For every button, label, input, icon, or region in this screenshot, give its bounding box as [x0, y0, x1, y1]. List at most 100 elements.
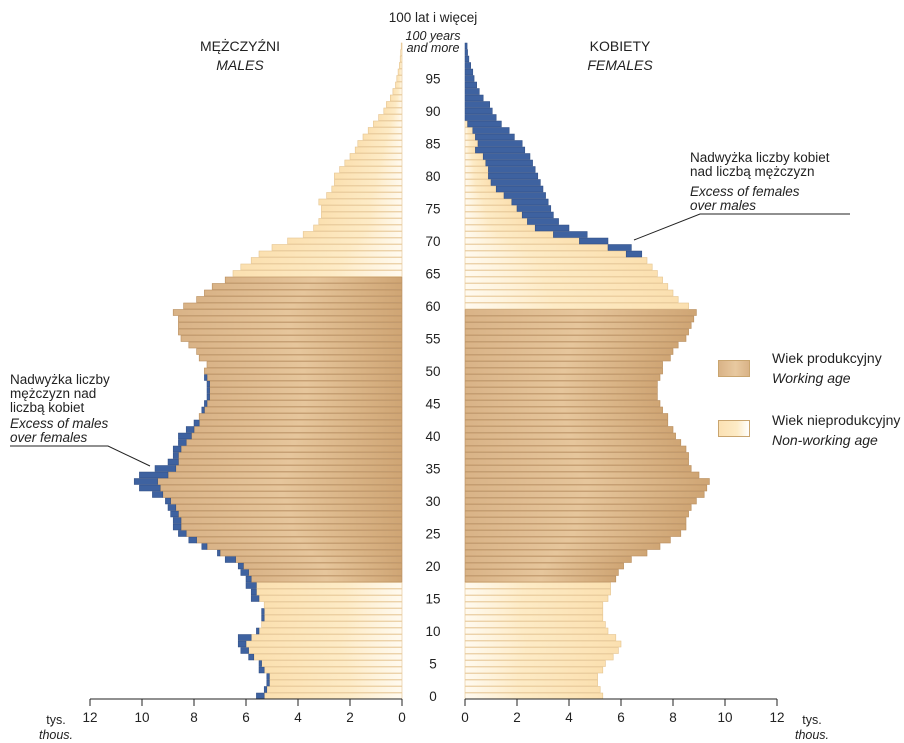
- female-bar: [464, 647, 619, 654]
- age-tick-label: 35: [425, 462, 440, 477]
- female-bar: [464, 348, 674, 355]
- female-bar: [464, 660, 606, 667]
- male-excess-bar: [237, 634, 252, 641]
- female-bar: [464, 172, 489, 180]
- male-bar: [344, 159, 403, 167]
- female-bar: [464, 296, 679, 303]
- female-bar: [464, 439, 682, 446]
- male-excess-bar: [206, 393, 210, 401]
- age-tick-label: 45: [425, 397, 440, 412]
- male-excess-bar: [172, 452, 179, 459]
- male-bar: [263, 601, 403, 609]
- x-tick-label: 2: [513, 710, 521, 725]
- male-excess-bar: [193, 419, 200, 427]
- female-bar: [464, 393, 658, 401]
- male-bar: [188, 341, 403, 349]
- male-bar: [331, 185, 403, 193]
- female-bar: [464, 575, 617, 583]
- male-bar: [198, 413, 403, 420]
- male-bar: [271, 244, 403, 251]
- male-excess-bar: [258, 660, 262, 667]
- female-excess-bar: [607, 244, 632, 251]
- x-tick-label: 4: [294, 710, 302, 725]
- male-bar: [245, 640, 403, 648]
- male-excess-bar: [248, 653, 255, 661]
- age-tick-label: 40: [425, 429, 440, 444]
- male-excess-bar: [263, 686, 268, 693]
- female-bar: [464, 185, 497, 193]
- female-bar: [464, 478, 710, 485]
- female-bar: [464, 406, 663, 414]
- male-bar: [261, 660, 403, 667]
- female-bar: [464, 205, 518, 212]
- male-excess-bar: [261, 608, 265, 615]
- female-bar: [464, 120, 468, 128]
- male-bar: [261, 621, 403, 628]
- male-bar: [399, 55, 403, 63]
- left-x-ticks: 12 10 8 6 4 2 0: [82, 699, 406, 725]
- male-bar: [232, 270, 403, 277]
- male-excess-bar: [185, 426, 195, 433]
- top-age-label: 100 lat i więcej: [389, 10, 478, 25]
- male-bar: [256, 588, 403, 596]
- excess-females-line-2: nad liczbą mężczyzn: [690, 164, 815, 179]
- top-age-label-en-1: 100 years: [406, 29, 461, 43]
- male-bar: [313, 224, 403, 232]
- male-bar: [240, 263, 403, 271]
- female-bar: [464, 491, 705, 498]
- male-bar: [180, 523, 403, 531]
- male-bars: [133, 42, 403, 700]
- male-bar: [170, 497, 403, 505]
- unit-label-right: tys.: [802, 713, 821, 727]
- female-excess-bar: [503, 192, 546, 199]
- unit-label-left: tys.: [46, 713, 65, 727]
- male-bar: [263, 666, 403, 674]
- male-bar: [178, 315, 403, 323]
- male-bar: [193, 426, 403, 433]
- female-excess-bar: [464, 94, 484, 102]
- female-bar: [464, 621, 606, 628]
- male-excess-bar: [250, 595, 260, 602]
- female-bar: [464, 354, 671, 362]
- female-bar: [464, 218, 528, 225]
- male-excess-bar: [165, 497, 171, 505]
- male-excess-bar: [178, 530, 187, 537]
- male-bar: [392, 88, 403, 95]
- male-bar: [248, 569, 403, 576]
- male-bar: [386, 101, 403, 108]
- female-excess-bar: [527, 218, 559, 225]
- female-bar: [464, 601, 604, 609]
- male-excess-bar: [237, 562, 244, 570]
- male-bar: [204, 289, 403, 297]
- female-bar: [464, 283, 669, 290]
- female-bar: [464, 237, 580, 245]
- male-bar: [209, 387, 403, 394]
- female-bar: [464, 140, 479, 147]
- age-tick-label: 20: [425, 559, 440, 574]
- female-bar: [464, 666, 604, 674]
- female-bar: [464, 432, 676, 440]
- female-bar: [464, 556, 632, 563]
- male-bar: [206, 543, 403, 550]
- female-excess-bar: [464, 101, 490, 108]
- female-excess-bar: [475, 146, 526, 154]
- x-tick-label: 10: [134, 710, 149, 725]
- male-bar: [263, 608, 403, 615]
- male-bar: [196, 296, 403, 303]
- female-bar: [464, 289, 674, 297]
- male-bar: [258, 627, 403, 635]
- male-bar: [235, 556, 403, 563]
- male-bar: [389, 94, 403, 102]
- x-tick-label: 0: [461, 710, 469, 725]
- male-excess-bar: [266, 673, 270, 680]
- male-excess-bar: [217, 549, 221, 557]
- male-bar: [250, 634, 403, 641]
- female-bar: [464, 322, 692, 329]
- male-excess-bar: [237, 640, 247, 648]
- female-bar: [464, 387, 658, 394]
- male-bar: [266, 686, 403, 693]
- female-bar: [464, 328, 689, 336]
- male-bar: [196, 348, 403, 355]
- male-bar: [204, 406, 403, 414]
- male-excess-bar: [256, 692, 265, 700]
